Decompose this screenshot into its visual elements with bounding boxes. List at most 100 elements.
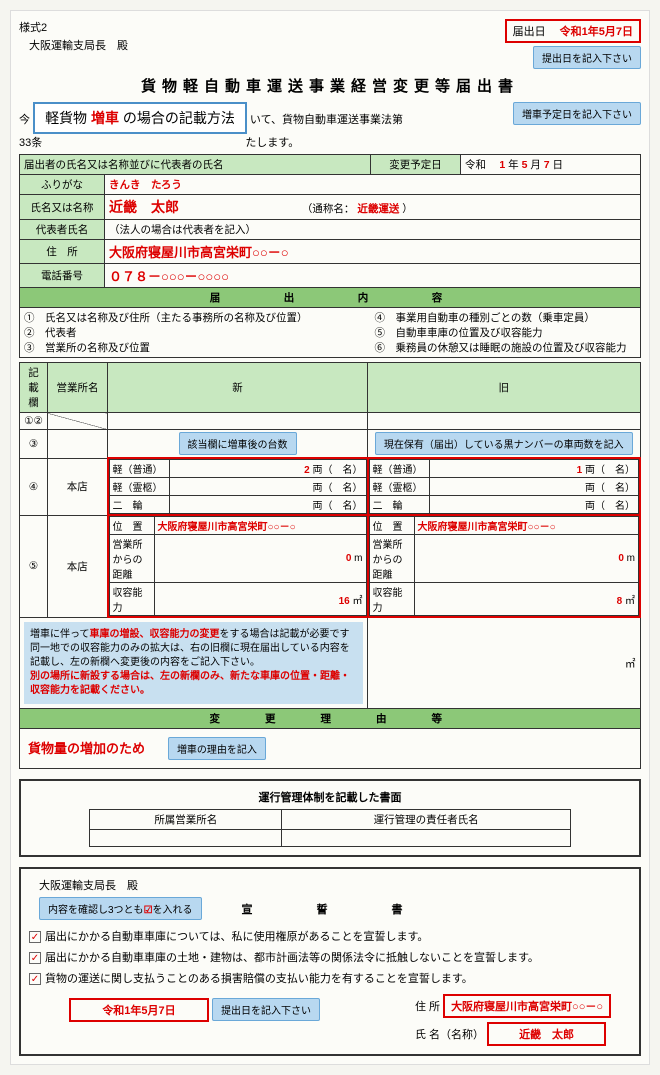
loc-label2: 位 置	[369, 517, 414, 535]
name-cell: 近畿 太郎 （通称名： 近畿運送 ）	[105, 195, 641, 220]
row1-new	[108, 413, 368, 430]
item4: ④ 事業用自動車の種別ごとの数（乗車定員）	[375, 310, 637, 325]
addr-cell: 大阪府寝屋川市高宮栄町○○－○	[105, 240, 641, 264]
vehicle-old-table: 軽（普通）1 両（ 名） 軽（霊柩）両（ 名） 二 輪両（ 名）	[369, 459, 640, 514]
howto-suffix: の場合の記載方法	[123, 110, 235, 126]
form-title: 貨物軽自動車運送事業経営変更等届出書	[19, 75, 641, 96]
dist-label2: 営業所からの距離	[369, 535, 414, 583]
day: 7	[544, 159, 550, 171]
loc-old-val: 大阪府寝屋川市高宮栄町○○－○	[418, 522, 556, 533]
v-kei-new: 2 両（ 名）	[169, 460, 366, 478]
intro4: たします。	[245, 137, 299, 149]
month: 5	[522, 159, 528, 171]
mgmt-col2: 運行管理の責任者氏名	[282, 810, 570, 830]
mgmt-section: 運行管理体制を記載した書面 所属営業所名 運行管理の責任者氏名	[19, 779, 641, 857]
oath-note-row: 内容を確認し3つとも☑を入れる 宣 誓 書	[39, 897, 631, 920]
unit2: 名）	[615, 483, 635, 494]
items-left: ① 氏名又は名称及び住所（主たる事務所の名称及び位置） ② 代表者 ③ 営業所の…	[20, 308, 371, 358]
oath-title: 宣 誓 書	[242, 901, 417, 917]
oath-top: 大阪運輸支局長 殿	[29, 877, 631, 893]
unit: 両（	[313, 465, 333, 476]
furigana-label: ふりがな	[20, 175, 105, 195]
common-name-value: 近畿運送	[357, 203, 399, 215]
cap-new-cell: 16 ㎡	[154, 583, 366, 616]
checkbox-3[interactable]: ✓	[29, 973, 41, 985]
addr-value: 大阪府寝屋川市高宮栄町○○－○	[109, 245, 289, 260]
sig-addr-label: 住 所	[415, 1001, 440, 1013]
intro2: いて、貨物自動車運送事業法第	[250, 114, 403, 126]
oath3: 貨物の運送に関し支払うことのある損害賠償の支払い能力を有することを宣誓します。	[45, 973, 473, 985]
v-reiku-label: 軽（霊柩）	[109, 478, 169, 496]
oath1-line: ✓ 届出にかかる自動車車庫については、私に使用権原があることを宣誓します。	[29, 928, 631, 944]
item1: ① 氏名又は名称及び住所（主たる事務所の名称及び位置）	[24, 310, 367, 325]
unit2: 名）	[615, 501, 635, 512]
v-kei-new-val: 2	[304, 465, 310, 476]
col-new: 新	[108, 363, 368, 413]
loc-new-val: 大阪府寝屋川市高宮栄町○○－○	[158, 522, 296, 533]
item6: ⑥ 乗務員の休憩又は睡眠の施設の位置及び収容能力	[375, 340, 637, 355]
oath-date-note: 提出日を記入下さい	[212, 998, 320, 1021]
year: 1	[499, 159, 505, 171]
date-box: 届出日 令和1年5月7日	[505, 19, 641, 43]
cap-label: 収容能力	[109, 583, 154, 616]
col-old: 旧	[368, 363, 641, 413]
checkbox-2[interactable]: ✓	[29, 952, 41, 964]
long-note3: 別の場所に新設する場合は、左の新欄のみ、新たな車庫の位置・距離・収容能力を記載く…	[30, 670, 357, 698]
oath3-line: ✓ 貨物の運送に関し支払うことのある損害賠償の支払い能力を有することを宣誓します。	[29, 970, 631, 986]
change-table: 記載欄 営業所名 新 旧 ①② ③ 該当欄に増車後の台数 現在保有（届出）してい…	[19, 362, 641, 769]
sig-addr: 大阪府寝屋川市高宮栄町○○－○	[443, 994, 611, 1018]
mgmt-table: 所属営業所名 運行管理の責任者氏名	[89, 809, 571, 847]
unit2: 名）	[615, 465, 635, 476]
v-reiku-old: 両（ 名）	[429, 478, 639, 496]
v-kei-label: 軽（普通）	[109, 460, 169, 478]
sig-col: 住 所 大阪府寝屋川市高宮栄町○○－○ 氏 名（名称） 近畿 太郎	[415, 994, 611, 1046]
intro1: 今	[19, 114, 30, 126]
name-value: 近畿 太郎	[109, 199, 179, 215]
unit-m2: ㎡	[353, 596, 363, 607]
dist-new-val: 0	[346, 553, 352, 564]
rep-label: 代表者氏名	[20, 220, 105, 240]
common-name-label: （通称名：	[302, 203, 355, 215]
row1-old	[368, 413, 641, 430]
row4-new: 軽（普通）2 両（ 名） 軽（霊柩）両（ 名） 二 輪両（ 名）	[108, 458, 368, 515]
form-number: 様式2	[19, 19, 128, 35]
loc-new-cell: 大阪府寝屋川市高宮栄町○○－○	[154, 517, 366, 535]
reason-header: 変 更 理 由 等	[20, 709, 641, 729]
v-kei-old-val: 1	[577, 465, 583, 476]
row4-label: ④	[20, 458, 48, 515]
row1-office	[48, 413, 108, 430]
dist-old-cell: 0 m	[414, 535, 639, 583]
row3-note2: 現在保有（届出）している黒ナンバーの車両数を記入	[375, 432, 633, 455]
sig-name-row: 氏 名（名称） 近畿 太郎	[415, 1022, 611, 1046]
v-kei-label2: 軽（普通）	[369, 460, 429, 478]
sig-name: 近畿 太郎	[487, 1022, 606, 1046]
oath-note: 内容を確認し3つとも☑を入れる	[39, 897, 202, 920]
long-note-cell: 増車に伴って車庫の増設、収容能力の変更をする場合は記載が必要です 同一地での収容…	[20, 617, 368, 709]
loc-old-cell: 大阪府寝屋川市高宮栄町○○－○	[414, 517, 639, 535]
unit2: 名）	[343, 465, 363, 476]
loc-label: 位 置	[109, 517, 154, 535]
oath1: 届出にかかる自動車車庫については、私に使用権原があることを宣誓します。	[45, 931, 428, 943]
tel-value: ０７８－○○○－○○○○	[109, 269, 229, 284]
furigana-cell: きんき たろう	[105, 175, 641, 195]
change-date-cell: 令和 1 年 5 月 7 日	[461, 155, 641, 175]
change-date-label: 変更予定日	[371, 155, 461, 175]
tel-cell: ０７８－○○○－○○○○	[105, 264, 641, 288]
cap-label2: 収容能力	[369, 583, 414, 616]
date-note: 提出日を記入下さい	[533, 46, 641, 69]
mgmt-r1c2	[282, 830, 570, 847]
row5-office: 本店	[48, 515, 108, 617]
checkbox-1[interactable]: ✓	[29, 931, 41, 943]
howto-prefix: 軽貨物	[45, 110, 87, 126]
addressee: 大阪運輸支局長 殿	[29, 37, 128, 53]
cap-old-val: 8	[617, 596, 623, 607]
unit2: 名）	[343, 501, 363, 512]
intro3: 33条	[19, 137, 42, 149]
dist-old-val: 0	[618, 553, 624, 564]
date-label: 届出日	[513, 26, 546, 38]
row3-new: 該当欄に増車後の台数	[108, 430, 368, 459]
row4-old: 軽（普通）1 両（ 名） 軽（霊柩）両（ 名） 二 輪両（ 名）	[368, 458, 641, 515]
row3-label: ③	[20, 430, 48, 459]
row5-label: ⑤	[20, 515, 48, 617]
furigana-value: きんき たろう	[109, 179, 182, 191]
